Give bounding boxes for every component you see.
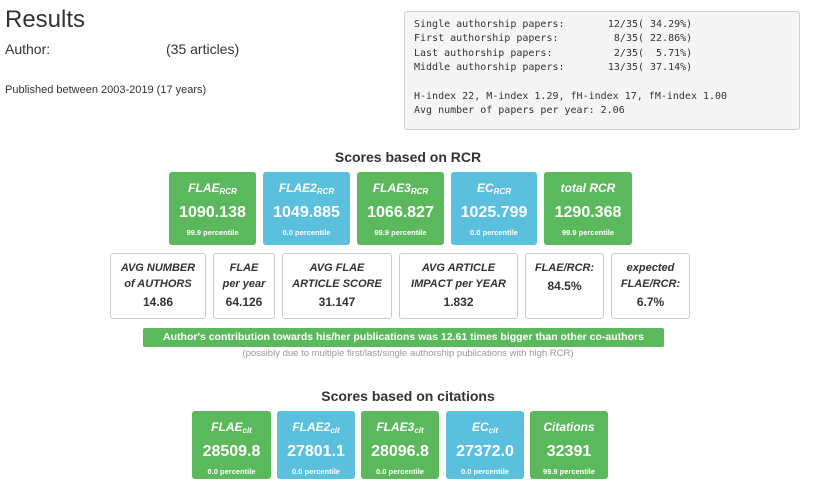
score-card-label: FLAE2 [292,420,331,434]
score-card-flae3-rcr: FLAE3RCR 1066.827 99.9 percentile [357,172,444,245]
author-label: Author: [5,41,51,57]
citations-section-title: Scores based on citations [321,388,495,404]
score-card-percentile: 99.9 percentile [542,467,596,476]
metric-label-line2: FLAE/RCR: [620,278,681,290]
score-card-subscript: RCR [410,187,429,196]
metric-label-line2: of AUTHORS [124,278,192,290]
contribution-banner: Author's contribution towards his/her pu… [143,328,664,347]
score-card-label: Citations [543,420,595,434]
metric-label-line1: AVG ARTICLE [421,262,496,274]
score-card-percentile: 0.0 percentile [282,228,331,237]
score-card-label: EC [471,420,489,434]
stats-row-label: Middle authorship papers: [414,61,565,73]
stats-row-value: 13/35 [607,61,638,73]
score-card-ec-cit: ECcit 27372.0 0.0 percentile [446,411,524,479]
score-card-percentile: 0.0 percentile [207,467,256,476]
publication-range: Published between 2003-2019 (17 years) [5,84,207,96]
metric-value: 84.5% [547,279,582,293]
stats-row-last: Last authorship papers: 2/35 ( 5.71%) [414,47,799,61]
stats-row-percent: ( 34.29%) [638,19,693,30]
score-card-percentile: 99.9 percentile [561,228,615,237]
metric-label-line1: FLAE [229,262,259,274]
page-title: Results [5,6,86,33]
score-card-label: FLAE3 [376,420,415,434]
score-card-label: FLAE [188,181,220,195]
score-card-value: 1049.885 [273,204,340,221]
score-card-value: 1290.368 [554,204,622,221]
score-card-flae3-cit: FLAE3cit 28096.8 0.0 percentile [361,411,439,479]
metric-value: 64.126 [225,295,263,309]
score-card-percentile: 99.9 percentile [186,228,239,237]
score-card-subscript: RCR [316,187,335,196]
metric-flae-per-year: FLAE per year 64.126 [213,253,275,319]
score-card-flae-cit: FLAEcit 28509.8 0.0 percentile [192,411,271,479]
score-card-value: 27372.0 [456,443,514,460]
stats-row-single: Single authorship papers: 12/35 ( 34.29%… [414,18,799,32]
metric-label-line1: expected [626,262,675,274]
score-card-percentile: 99.9 percentile [374,228,427,237]
metric-label-line1: AVG NUMBER [120,262,196,274]
score-card-label: FLAE2 [278,181,317,195]
rcr-section-title: Scores based on RCR [334,149,482,165]
authorship-stats-box: Single authorship papers: 12/35 ( 34.29%… [404,11,800,130]
article-count: (35 articles) [166,41,240,57]
contribution-note: (possibly due to multiple first/last/sin… [242,348,574,359]
score-card-subscript: RCR [493,187,511,196]
score-card-total-rcr: total RCR 1290.368 99.9 percentile [544,172,632,245]
stats-row-percent: ( 5.71%) [638,47,693,59]
metric-label-line1: AVG FLAE [309,262,365,274]
score-card-value: 1066.827 [367,204,434,221]
stats-row-value: 8/35 [613,33,638,45]
metric-label-line2: IMPACT per YEAR [411,278,506,290]
metric-avg-article-impact-per-year: AVG ARTICLE IMPACT per YEAR 1.832 [399,253,518,319]
score-card-flae2-cit: FLAE2cit 27801.1 0.0 percentile [277,411,355,479]
metric-value: 31.147 [318,295,356,309]
score-card-label: total RCR [560,181,616,195]
score-card-label: FLAE [211,420,243,434]
metric-label-line2: ARTICLE SCORE [292,278,382,290]
stats-row-label: Single authorship papers: [414,19,565,30]
stats-row-middle: Middle authorship papers: 13/35 ( 37.14%… [414,61,799,75]
score-card-percentile: 0.0 percentile [470,228,518,237]
score-card-citations: Citations 32391 99.9 percentile [530,411,608,479]
stats-row-label: Last authorship papers: [414,47,553,59]
score-card-value: 32391 [546,443,592,460]
metric-label-line1: FLAE/RCR: [534,262,595,274]
score-card-value: 1025.799 [460,204,528,221]
score-card-subscript: RCR [219,187,237,196]
metric-avg-flae-article-score: AVG FLAE ARTICLE SCORE 31.147 [282,253,392,319]
score-card-subscript: cit [414,426,424,435]
metric-value: 14.86 [142,295,174,309]
score-card-percentile: 0.0 percentile [292,467,340,476]
stats-row-percent: ( 22.86%) [638,33,693,45]
stats-row-value: 2/35 [613,47,638,59]
stats-row-label: First authorship papers: [414,33,559,45]
score-card-value: 28509.8 [202,443,261,460]
stats-row-value: 12/35 [607,19,638,30]
metric-value: 6.7% [636,295,665,309]
score-card-subscript: cit [488,426,498,435]
stats-row-percent: ( 37.14%) [638,61,693,73]
score-card-value: 1090.138 [179,204,246,221]
score-card-flae2-rcr: FLAE2RCR 1049.885 0.0 percentile [263,172,350,245]
metric-flae-rcr: FLAE/RCR: 84.5% [525,253,604,319]
score-card-label: FLAE3 [372,181,411,195]
score-card-ec-rcr: ECRCR 1025.799 0.0 percentile [451,172,537,245]
score-card-value: 27801.1 [287,443,345,460]
score-card-percentile: 0.0 percentile [461,467,509,476]
metric-label-line2: per year [222,278,266,290]
score-card-subscript: cit [242,426,252,435]
score-card-percentile: 0.0 percentile [376,467,424,476]
score-card-flae-rcr: FLAERCR 1090.138 99.9 percentile [169,172,256,245]
score-card-subscript: cit [330,426,340,435]
stats-row-first: First authorship papers: 8/35 ( 22.86%) [414,32,799,46]
score-card-label: EC [476,181,494,195]
metric-avg-number-of-authors: AVG NUMBER of AUTHORS 14.86 [110,253,206,319]
index-summary: H-index 22, M-index 1.29, fH-index 17, f… [414,91,728,103]
metric-value: 1.832 [443,295,474,309]
metric-expected-flae-rcr: expected FLAE/RCR: 6.7% [611,253,690,319]
avg-papers-per-year: Avg number of papers per year: 2.06 [414,105,625,117]
score-card-value: 28096.8 [371,443,429,460]
